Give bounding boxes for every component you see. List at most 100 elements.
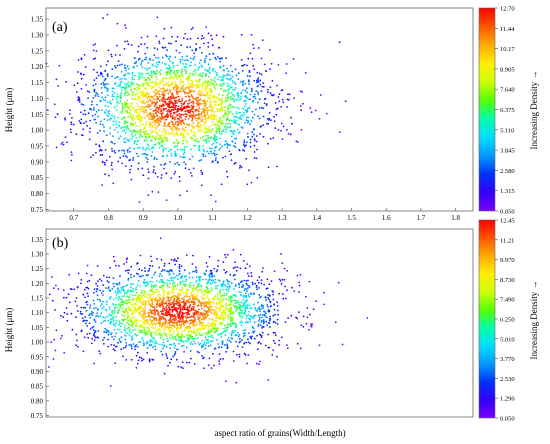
scatter-point	[150, 260, 153, 262]
scatter-point	[309, 107, 312, 109]
scatter-point	[161, 284, 164, 287]
scatter-point	[209, 311, 212, 313]
scatter-point	[260, 90, 263, 93]
scatter-point	[141, 75, 143, 77]
scatter-point	[137, 359, 140, 362]
scatter-point	[108, 276, 111, 279]
scatter-point	[103, 342, 105, 345]
colorbar-tick-label: 10.17	[500, 46, 515, 53]
scatter-point	[263, 98, 266, 101]
scatter-point	[132, 290, 135, 293]
scatter-point	[52, 287, 55, 290]
scatter-point	[214, 140, 217, 143]
scatter-point	[92, 49, 95, 52]
scatter-point	[189, 108, 192, 111]
scatter-point	[253, 337, 256, 340]
scatter-point	[209, 125, 212, 128]
scatter-point	[156, 101, 159, 104]
scatter-point	[131, 318, 133, 320]
scatter-point	[101, 96, 104, 99]
colorbar-tick-label: 5.110	[500, 127, 514, 134]
scatter-point	[286, 270, 288, 272]
scatter-point	[144, 79, 147, 82]
scatter-point	[163, 298, 166, 300]
colorbar-tick-label: 3.845	[500, 148, 515, 155]
scatter-point	[263, 63, 266, 66]
scatter-point	[207, 288, 209, 291]
scatter-point	[182, 103, 185, 106]
scatter-point	[203, 309, 206, 312]
scatter-point	[258, 333, 261, 336]
scatter-point	[147, 331, 150, 333]
scatter-point	[108, 109, 111, 112]
scatter-point	[134, 121, 137, 124]
scatter-point	[144, 315, 147, 318]
scatter-point	[174, 344, 177, 347]
y-tick-label: 1.10	[31, 95, 44, 103]
scatter-point	[105, 329, 108, 331]
scatter-point	[229, 273, 232, 276]
scatter-point	[202, 135, 204, 138]
scatter-point	[98, 278, 101, 281]
scatter-point	[99, 129, 101, 132]
scatter-point	[112, 322, 115, 325]
scatter-point	[70, 131, 72, 134]
scatter-point	[174, 152, 177, 155]
scatter-point	[136, 65, 139, 67]
scatter-point	[154, 345, 157, 348]
scatter-point	[104, 316, 107, 319]
scatter-point	[136, 284, 139, 286]
scatter-point	[138, 132, 141, 135]
scatter-point	[111, 68, 114, 70]
scatter-point	[171, 115, 174, 117]
scatter-point	[202, 115, 205, 117]
scatter-point	[227, 288, 230, 290]
scatter-point	[192, 90, 195, 93]
scatter-point	[213, 84, 216, 87]
scatter-point	[171, 270, 174, 272]
scatter-point	[131, 76, 134, 79]
scatter-point	[202, 145, 205, 147]
scatter-point	[218, 307, 221, 310]
scatter-point	[190, 28, 193, 31]
scatter-point	[187, 59, 190, 62]
scatter-point	[126, 316, 129, 319]
scatter-point	[235, 309, 238, 312]
y-tick-label: 0.95	[31, 142, 44, 150]
scatter-point	[169, 347, 171, 350]
scatter-point	[253, 321, 256, 324]
scatter-point	[176, 148, 179, 151]
scatter-point	[212, 52, 215, 55]
scatter-point	[137, 50, 139, 53]
scatter-point	[267, 346, 270, 349]
scatter-point	[86, 333, 89, 335]
scatter-point	[202, 327, 205, 330]
scatter-point	[194, 125, 197, 128]
scatter-point	[236, 353, 238, 356]
scatter-point	[116, 283, 119, 286]
scatter-point	[187, 298, 190, 301]
scatter-point	[203, 305, 206, 308]
scatter-point	[228, 280, 230, 283]
scatter-point	[204, 292, 207, 294]
scatter-point	[128, 330, 131, 333]
scatter-point	[149, 121, 151, 124]
scatter-point	[150, 284, 153, 286]
scatter-point	[284, 285, 286, 288]
scatter-point	[196, 124, 199, 127]
scatter-point	[96, 336, 99, 338]
scatter-point	[194, 80, 197, 82]
scatter-point	[126, 303, 128, 305]
scatter-point	[118, 328, 121, 331]
scatter-point	[230, 312, 233, 315]
scatter-point	[92, 44, 95, 46]
scatter-point	[166, 55, 168, 58]
scatter-point	[236, 93, 238, 96]
scatter-point	[246, 122, 249, 124]
scatter-point	[184, 59, 186, 62]
scatter-point	[242, 296, 245, 298]
scatter-point	[178, 263, 181, 266]
scatter-point	[222, 94, 224, 97]
scatter-point	[156, 121, 159, 124]
scatter-point	[92, 68, 95, 71]
